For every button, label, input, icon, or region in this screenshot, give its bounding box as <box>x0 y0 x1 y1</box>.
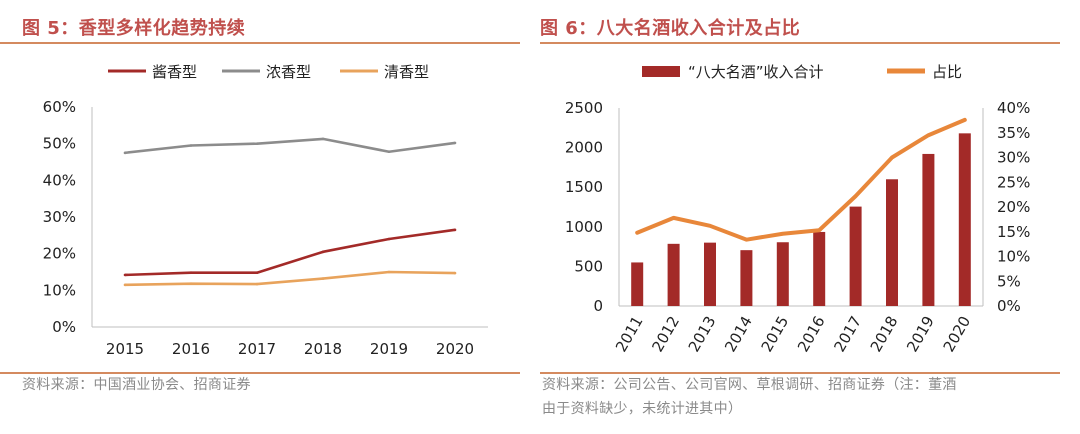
figure6-panel: 图 6：八大名酒收入合计及占比 “八大名酒”收入合计 占比 0 500 1000 1500… <box>540 0 1080 434</box>
data-point <box>453 271 457 275</box>
y-tick-label: 30% <box>43 208 76 226</box>
bar <box>813 231 826 306</box>
ratio-line <box>635 117 967 242</box>
y-right-tick-label: 5% <box>997 272 1021 290</box>
legend-label-2: 清香型 <box>384 63 429 81</box>
ratio-point <box>854 194 858 198</box>
series-line-2 <box>124 270 456 287</box>
data-point <box>387 270 391 274</box>
figure6-source-line2: 由于资料缺少，未统计进其中） <box>542 401 743 417</box>
y-tick-label: 40% <box>43 171 76 189</box>
figure6-chart: “八大名酒”收入合计 占比 0 500 1000 1500 2000 2500 0% 5% 10% 1… <box>565 63 1031 355</box>
ratio-point <box>817 228 821 232</box>
bar <box>922 153 935 306</box>
ratio-point <box>926 133 930 137</box>
y-right-tick-label: 30% <box>997 149 1030 167</box>
ratio-point <box>672 216 676 220</box>
data-point <box>453 141 457 145</box>
x-tick-label: 2013 <box>685 313 720 355</box>
figure5-chart: 酱香型 浓香型 清香型 0% 10% 20% 30% 40% 50% 60% 2015 2016 201… <box>43 63 488 358</box>
data-point <box>387 237 391 241</box>
legend-swatch-bar <box>642 66 680 77</box>
ratio-point <box>708 224 712 228</box>
y-right-tick-label: 0% <box>997 297 1021 315</box>
y-left-tick-label: 2000 <box>565 139 603 157</box>
data-point <box>321 250 325 254</box>
y-tick-label: 10% <box>43 281 76 299</box>
y-right-tick-label: 35% <box>997 124 1030 142</box>
data-point <box>321 137 325 141</box>
x-tick-label: 2015 <box>758 313 793 355</box>
data-point <box>189 282 193 286</box>
series-line-0 <box>124 228 456 277</box>
y-left-tick-label: 0 <box>593 297 603 315</box>
data-point <box>255 271 259 275</box>
x-tick-label: 2020 <box>436 340 474 358</box>
x-tick-label: 2016 <box>794 313 829 355</box>
y-tick-label: 20% <box>43 245 76 263</box>
x-tick-label: 2018 <box>304 340 342 358</box>
y-left-tick-label: 1000 <box>565 218 603 236</box>
x-tick-label: 2017 <box>830 313 865 355</box>
figure6-title-rule <box>540 42 1060 44</box>
bar <box>667 243 680 306</box>
x-tick-label: 2017 <box>238 340 276 358</box>
bar <box>704 242 716 306</box>
x-tick-label: 2019 <box>370 340 408 358</box>
figure6-source-line1: 资料来源：公司公告、公司官网、草根调研、招商证券（注：董酒 <box>542 377 957 393</box>
ratio-point <box>890 156 894 159</box>
y-right-tick-label: 40% <box>997 99 1030 117</box>
y-tick-label: 60% <box>43 98 76 116</box>
data-point <box>387 150 391 154</box>
ratio-point <box>635 231 639 235</box>
y-right-tick-label: 10% <box>997 248 1030 266</box>
bar <box>886 179 898 306</box>
data-point <box>189 144 193 147</box>
y-left-tick-label: 2500 <box>565 99 603 117</box>
y-tick-label: 50% <box>43 135 76 153</box>
x-tick-label: 2018 <box>867 313 902 355</box>
y-tick-label: 0% <box>52 318 76 336</box>
data-point <box>123 283 127 287</box>
ratio-point <box>963 118 967 122</box>
y-left-tick-label: 1500 <box>565 178 603 196</box>
figure6-title: 图 6：八大名酒收入合计及占比 <box>540 18 801 39</box>
y-right-tick-label: 20% <box>997 198 1030 216</box>
x-tick-label: 2011 <box>612 313 647 355</box>
y-right-tick-label: 25% <box>997 173 1030 191</box>
x-tick-label: 2014 <box>721 313 756 355</box>
y-left-tick-label: 500 <box>574 257 603 275</box>
series-line-1 <box>124 137 456 155</box>
figure5-title: 图 5：香型多样化趋势持续 <box>22 18 246 39</box>
x-tick-label: 2015 <box>106 340 144 358</box>
figure6-source-rule <box>540 372 1060 374</box>
data-point <box>255 282 259 286</box>
bar <box>958 133 971 306</box>
legend-label-1: 浓香型 <box>266 63 311 81</box>
data-point <box>123 151 127 155</box>
data-point <box>123 273 127 277</box>
bar <box>776 242 789 306</box>
x-tick-label: 2020 <box>940 313 975 355</box>
y-right-tick-label: 15% <box>997 223 1030 241</box>
x-tick-label: 2019 <box>903 313 938 355</box>
figure5-title-rule <box>0 42 520 44</box>
data-point <box>189 271 193 275</box>
figure5-source: 资料来源：中国酒业协会、招商证券 <box>22 377 251 393</box>
bar <box>740 250 753 306</box>
x-tick-label: 2016 <box>172 340 210 358</box>
data-point <box>453 228 457 232</box>
figure5-panel: 图 5：香型多样化趋势持续 酱香型 浓香型 清香型 0% 10% 20% 30% 40% 50%… <box>0 0 530 434</box>
data-point <box>255 142 259 145</box>
legend-label-bar: “八大名酒”收入合计 <box>688 63 824 81</box>
legend-label-line: 占比 <box>932 63 962 81</box>
legend-label-0: 酱香型 <box>152 63 197 81</box>
ratio-point <box>744 238 748 242</box>
x-tick-label: 2012 <box>648 313 683 355</box>
data-point <box>321 277 325 280</box>
bar <box>849 206 862 306</box>
figure5-source-rule <box>0 372 520 374</box>
bar <box>631 262 644 306</box>
ratio-point <box>781 232 785 236</box>
